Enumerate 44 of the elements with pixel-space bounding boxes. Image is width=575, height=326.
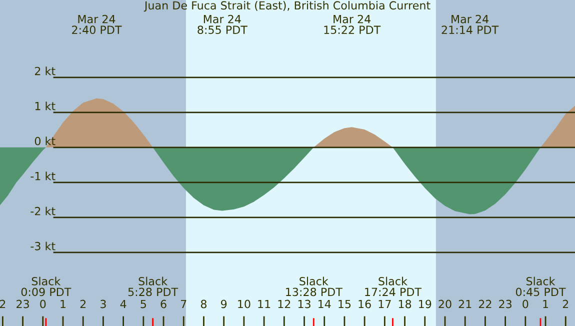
x-tick-label: 19	[419, 300, 432, 308]
x-tick-label: 16	[358, 300, 371, 308]
x-tick-label: 2	[0, 300, 6, 308]
annotation: Slack 17:24 PDT	[365, 276, 422, 296]
x-tick-label: 1	[543, 300, 548, 308]
x-tick-label: 5	[140, 300, 146, 308]
x-tick-label: 20	[438, 300, 452, 308]
y-tick-label: 1 kt	[35, 102, 56, 110]
x-tick-label: 3	[100, 300, 106, 308]
y-tick-label: 2 kt	[34, 66, 56, 76]
x-tick-label: 14	[318, 300, 331, 308]
x-tick-label: 17	[378, 300, 391, 308]
annotation: Mar 24 21:14 PDT	[442, 14, 499, 34]
annotation: Slack 5:28 PDT	[128, 276, 178, 296]
y-tick-label: -3 kt	[30, 242, 56, 250]
annotation: Mar 24 8:55 PDT	[198, 14, 248, 34]
x-tick-label: 11	[258, 300, 270, 308]
x-tick-label: 18	[398, 300, 412, 308]
x-tick-label: 12	[278, 300, 290, 308]
x-tick-label: 6	[160, 300, 166, 308]
annotation: Slack 13:28 PDT	[286, 276, 342, 296]
x-tick-label: 2	[80, 300, 86, 308]
x-tick-label: 7	[181, 300, 186, 308]
x-tick-label: 10	[238, 300, 250, 308]
annotation: Slack 0:45 PDT	[516, 276, 566, 296]
x-tick-label: 2	[562, 300, 568, 308]
annotation: Mar 24 15:22 PDT	[324, 14, 381, 34]
x-tick-label: 9	[221, 300, 227, 308]
x-tick-label: 15	[338, 300, 351, 308]
x-tick-label: 0	[522, 300, 528, 308]
y-tick-label: -2 kt	[30, 206, 56, 216]
annotation: Mar 24 2:40 PDT	[72, 14, 122, 34]
x-tick-label: 23	[16, 300, 29, 308]
x-tick-label: 21	[458, 300, 472, 308]
x-tick-label: 8	[200, 300, 207, 308]
x-tick-label: 23	[499, 300, 512, 308]
x-tick-label: 4	[120, 300, 126, 308]
x-tick-label: 13	[298, 300, 310, 308]
chart-title: Juan De Fuca Strait (East), British Columbia Current	[144, 0, 430, 12]
x-tick-label: 1	[60, 300, 66, 308]
y-tick-label: -1 kt	[30, 172, 56, 180]
x-tick-label: 22	[478, 300, 492, 308]
x-tick-label: 0	[40, 300, 46, 308]
annotation: Slack 0:09 PDT	[21, 276, 72, 296]
